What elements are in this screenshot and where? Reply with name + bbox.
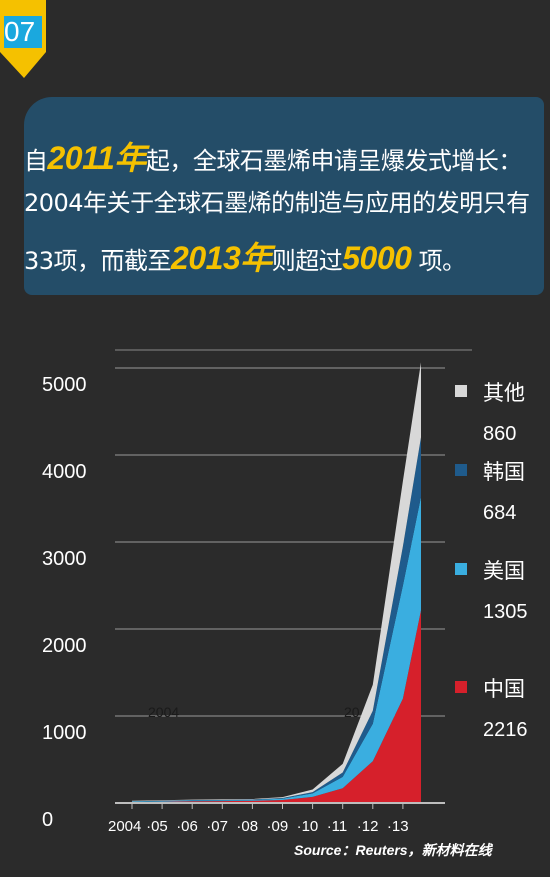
x-tick-label: ·07 [206,818,228,835]
headline-highlight: 5000 [342,240,412,276]
legend-swatch [455,563,467,575]
y-tick-label: 2000 [42,635,87,657]
x-tick-label: ·05 [146,818,168,835]
legend-swatch [455,681,467,693]
legend-value: 2216 [483,719,528,741]
legend-swatch [455,464,467,476]
legend-label: 其他 [483,381,525,405]
headline-text: 项。 [411,247,467,275]
x-tick-label: ·11 [327,818,348,835]
headline-text: 则超过 [271,247,343,275]
y-tick-label: 1000 [42,722,87,744]
legend-label: 韩国 [483,460,525,484]
legend-label: 中国 [483,677,525,701]
x-tick-label: ·08 [236,818,258,835]
headline-box: 自2011年起，全球石墨烯申请呈爆发式增长： 2004年关于全球石墨烯的制造与应… [24,97,544,295]
legend-swatch [455,385,467,397]
headline-text: 33项，而截至 [24,247,172,275]
x-tick-label: ·10 [297,818,319,835]
y-tick-label: 4000 [42,461,87,483]
x-tick-label: ·13 [387,818,409,835]
background-label: 2004 [148,704,179,720]
source-note: Source：Reuters，新材料在线 [294,842,492,858]
headline-text: 起，全球石墨烯申请呈爆发式增长： [145,147,523,175]
x-tick-label: 2004 [108,818,141,835]
legend-value: 1305 [483,601,528,623]
headline-text: 自 [24,147,48,175]
x-tick-label: ·06 [176,818,198,835]
x-tick-label: ·09 [267,818,289,835]
y-tick-label: 3000 [42,548,87,570]
headline-line-3: 33项，而截至2013年则超过5000 项。 [24,233,466,279]
headline-line-2: 2004年关于全球石墨烯的制造与应用的发明只有 [24,189,530,217]
section-number: 07 [4,16,42,48]
x-tick-label: ·12 [357,818,379,835]
headline-highlight: 2011年 [47,140,147,176]
headline-line-1: 自2011年起，全球石墨烯申请呈爆发式增长： [24,133,522,179]
area-series [132,610,421,803]
legend-value: 684 [483,502,516,524]
y-tick-label: 0 [42,809,53,831]
legend-label: 美国 [483,559,525,583]
y-tick-label: 5000 [42,374,87,396]
legend-value: 860 [483,423,516,445]
section-badge: 07 [0,0,62,80]
background-label: 20 [344,704,360,720]
headline-highlight: 2013年 [171,240,272,276]
